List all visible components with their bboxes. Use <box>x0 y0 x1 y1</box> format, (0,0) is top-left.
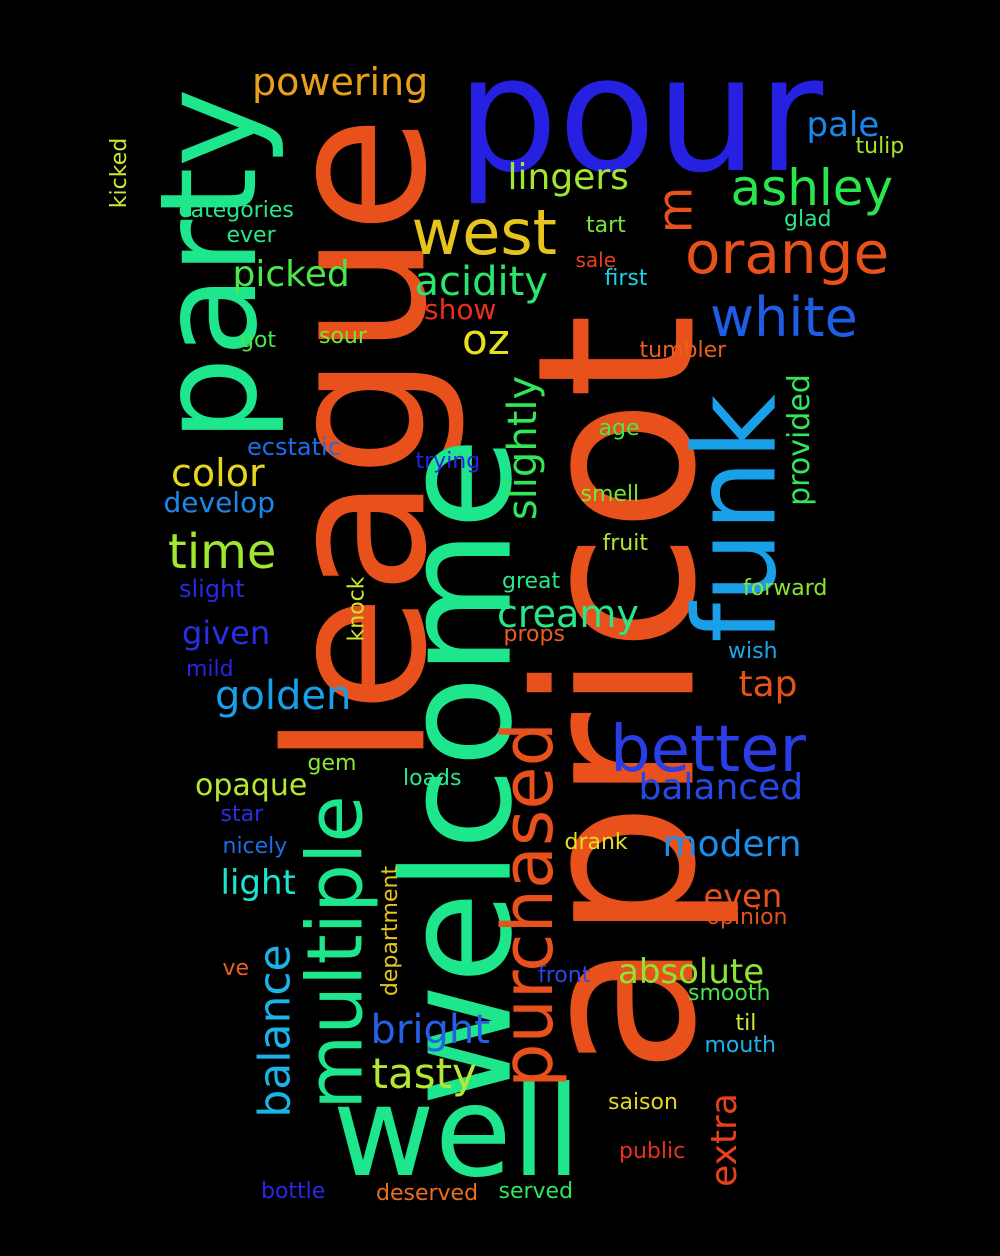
word-got: got <box>240 328 277 353</box>
word-tumbler: tumbler <box>639 338 727 363</box>
word-golden: golden <box>215 673 352 719</box>
word-department: department <box>378 865 404 997</box>
word-funk: funk <box>669 393 802 643</box>
word-tasty: tasty <box>371 1049 477 1098</box>
word-slight: slight <box>179 575 245 603</box>
word-purchased: purchased <box>486 722 569 1088</box>
word-kicked: kicked <box>107 137 133 209</box>
word-well: well <box>332 1059 582 1205</box>
word-color: color <box>171 451 265 495</box>
word-ecstatic: ecstatic <box>247 433 341 461</box>
word-til: til <box>735 1011 757 1036</box>
word-front: front <box>538 963 591 988</box>
word-m: m <box>646 186 703 234</box>
word-fruit: fruit <box>602 531 648 556</box>
word-creamy: creamy <box>497 592 639 636</box>
word-public: public <box>619 1139 686 1164</box>
word-light: light <box>220 863 296 903</box>
word-age: age <box>598 416 640 441</box>
word-white: white <box>710 286 858 349</box>
word-multiple: multiple <box>291 794 381 1110</box>
word-oz: oz <box>462 315 510 364</box>
word-props: props <box>503 622 565 647</box>
word-knock: knock <box>343 576 369 642</box>
word-glad: glad <box>784 207 832 232</box>
word-smooth: smooth <box>688 981 771 1006</box>
word-balanced: balanced <box>638 767 804 808</box>
word-mouth: mouth <box>704 1033 776 1058</box>
word-deserved: deserved <box>376 1181 479 1206</box>
word-powering: powering <box>252 60 429 104</box>
word-gem: gem <box>307 751 357 776</box>
word-pour: pour <box>456 21 824 208</box>
word-served: served <box>498 1179 574 1204</box>
word-given: given <box>182 614 271 652</box>
word-forward: forward <box>743 576 828 601</box>
word-wish: wish <box>728 639 778 664</box>
word-nicely: nicely <box>222 834 288 859</box>
word-west: west <box>411 196 557 269</box>
word-acidity: acidity <box>414 259 548 305</box>
word-first: first <box>604 266 648 291</box>
word-mild: mild <box>186 657 234 682</box>
word-even: even <box>703 877 783 915</box>
word-ashley: ashley <box>730 159 894 217</box>
word-provided: provided <box>781 374 817 506</box>
word-show: show <box>424 293 497 326</box>
word-loads: loads <box>403 766 462 791</box>
word-orange: orange <box>685 219 890 287</box>
word-saison: saison <box>608 1090 678 1115</box>
word-tap: tap <box>738 664 798 705</box>
word-pale: pale <box>806 105 880 145</box>
word-modern: modern <box>662 824 802 865</box>
word-balance: balance <box>249 944 301 1118</box>
word-tart: tart <box>586 213 626 238</box>
word-bottle: bottle <box>261 1179 326 1204</box>
word-ever: ever <box>226 223 276 248</box>
word-sour: sour <box>319 324 367 349</box>
word-absolute: absolute <box>618 952 765 992</box>
word-star: star <box>220 802 264 827</box>
word-extra: extra <box>703 1093 745 1187</box>
word-develop: develop <box>163 486 275 519</box>
word-ve: ve <box>222 956 250 981</box>
word-time: time <box>168 524 277 580</box>
word-opinion: opinion <box>706 905 788 930</box>
word-categories: categories <box>178 198 294 223</box>
word-slightly: slightly <box>500 375 547 521</box>
word-great: great <box>502 569 561 594</box>
word-better: better <box>610 713 806 787</box>
word-smell: smell <box>580 482 640 507</box>
word-opaque: opaque <box>195 768 308 803</box>
word-picked: picked <box>232 254 350 295</box>
word-bright: bright <box>370 1007 490 1053</box>
word-tulip: tulip <box>855 134 905 159</box>
word-sale: sale <box>575 248 617 272</box>
word-trying: trying <box>415 449 481 474</box>
word-lingers: lingers <box>507 157 629 198</box>
word-drank: drank <box>564 830 628 855</box>
